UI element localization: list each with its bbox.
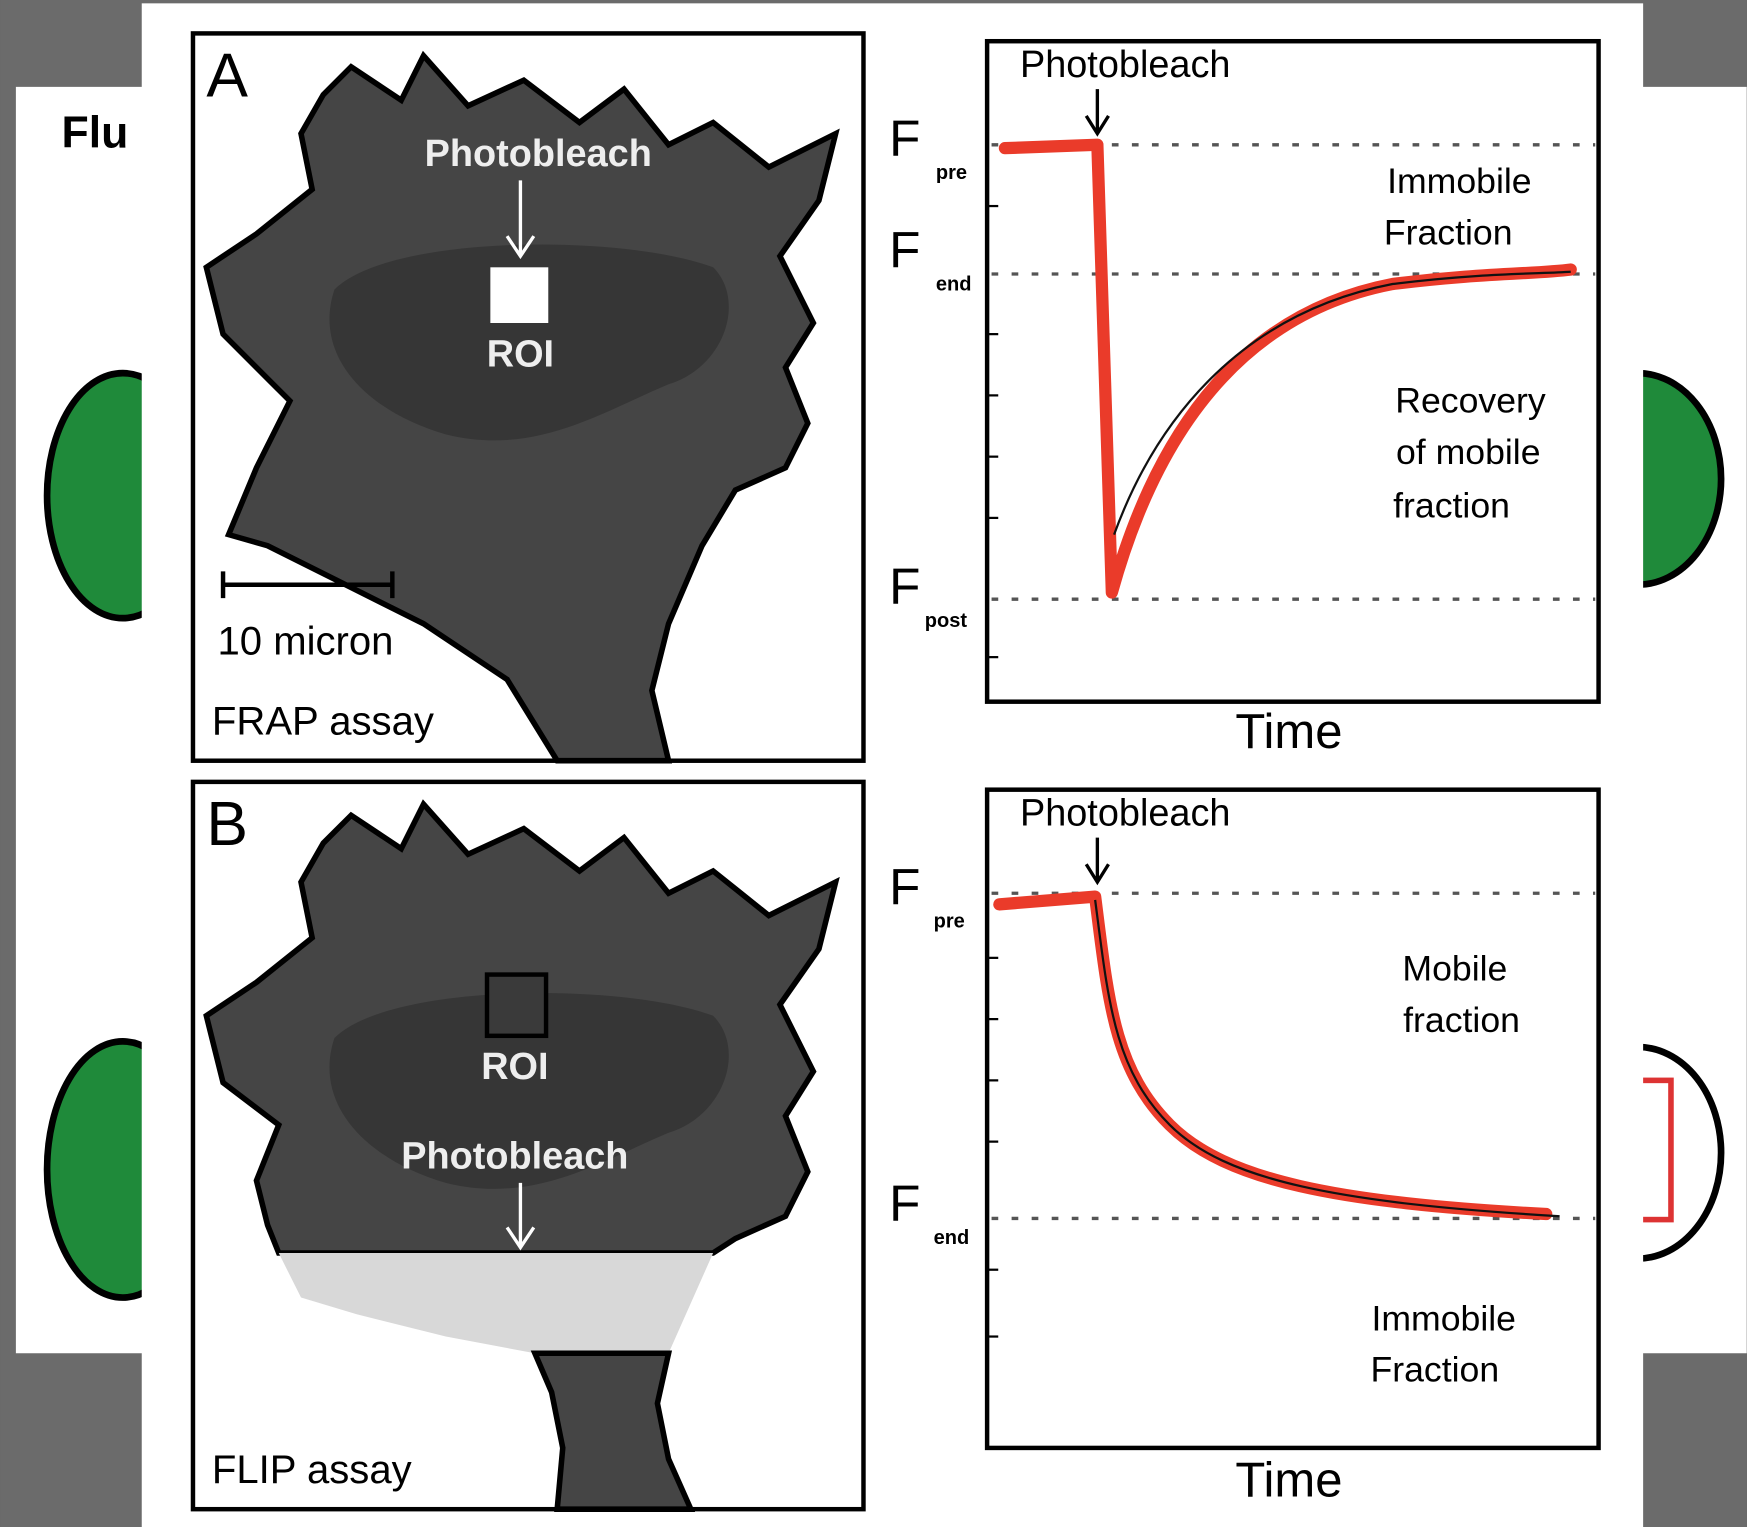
level-subscript: pre — [934, 911, 965, 933]
level-symbol: F — [889, 110, 920, 167]
bleach-label: Photobleach — [1020, 792, 1231, 834]
page: {"background": {"title": "Flu"}, "panels… — [0, 0, 1747, 1527]
bleach-label: Photobleach — [1020, 44, 1231, 86]
panel-label: B — [206, 790, 248, 859]
assay-label: FRAP assay — [212, 700, 434, 744]
region-label: Fraction — [1384, 212, 1513, 252]
region-label: fraction — [1403, 1000, 1520, 1040]
region-label: Recovery — [1395, 381, 1546, 421]
region-label: Immobile — [1371, 1298, 1516, 1338]
region-label: Mobile — [1402, 949, 1507, 989]
x-axis-label: Time — [1235, 705, 1342, 759]
slide-title: Flu — [62, 109, 129, 158]
roi — [490, 267, 548, 323]
plot-frame — [987, 790, 1598, 1448]
region-label: Fraction — [1370, 1350, 1499, 1390]
roi-label: ROI — [487, 333, 554, 375]
roi-label: ROI — [481, 1046, 548, 1088]
level-subscript: end — [936, 273, 972, 295]
level-symbol: F — [889, 1175, 920, 1232]
region-label: fraction — [1393, 485, 1510, 525]
roi — [487, 975, 546, 1036]
bleach-label: Photobleach — [425, 133, 652, 175]
level-symbol: F — [889, 558, 920, 615]
assay-label: FLIP assay — [212, 1448, 412, 1492]
level-symbol: F — [889, 859, 920, 916]
region-label: Immobile — [1387, 161, 1532, 201]
bleach-label: Photobleach — [401, 1135, 628, 1177]
level-subscript: pre — [936, 162, 967, 184]
level-subscript: end — [934, 1227, 970, 1249]
panel-label: A — [206, 42, 248, 111]
level-subscript: post — [925, 610, 968, 632]
screenshot: Flu A Photobleach ROI 10 micron FRAP ass… — [0, 0, 1747, 1527]
level-symbol: F — [889, 221, 920, 278]
x-axis-label: Time — [1235, 1453, 1342, 1507]
region-label: of mobile — [1396, 432, 1541, 472]
scale-label: 10 micron — [217, 619, 393, 663]
